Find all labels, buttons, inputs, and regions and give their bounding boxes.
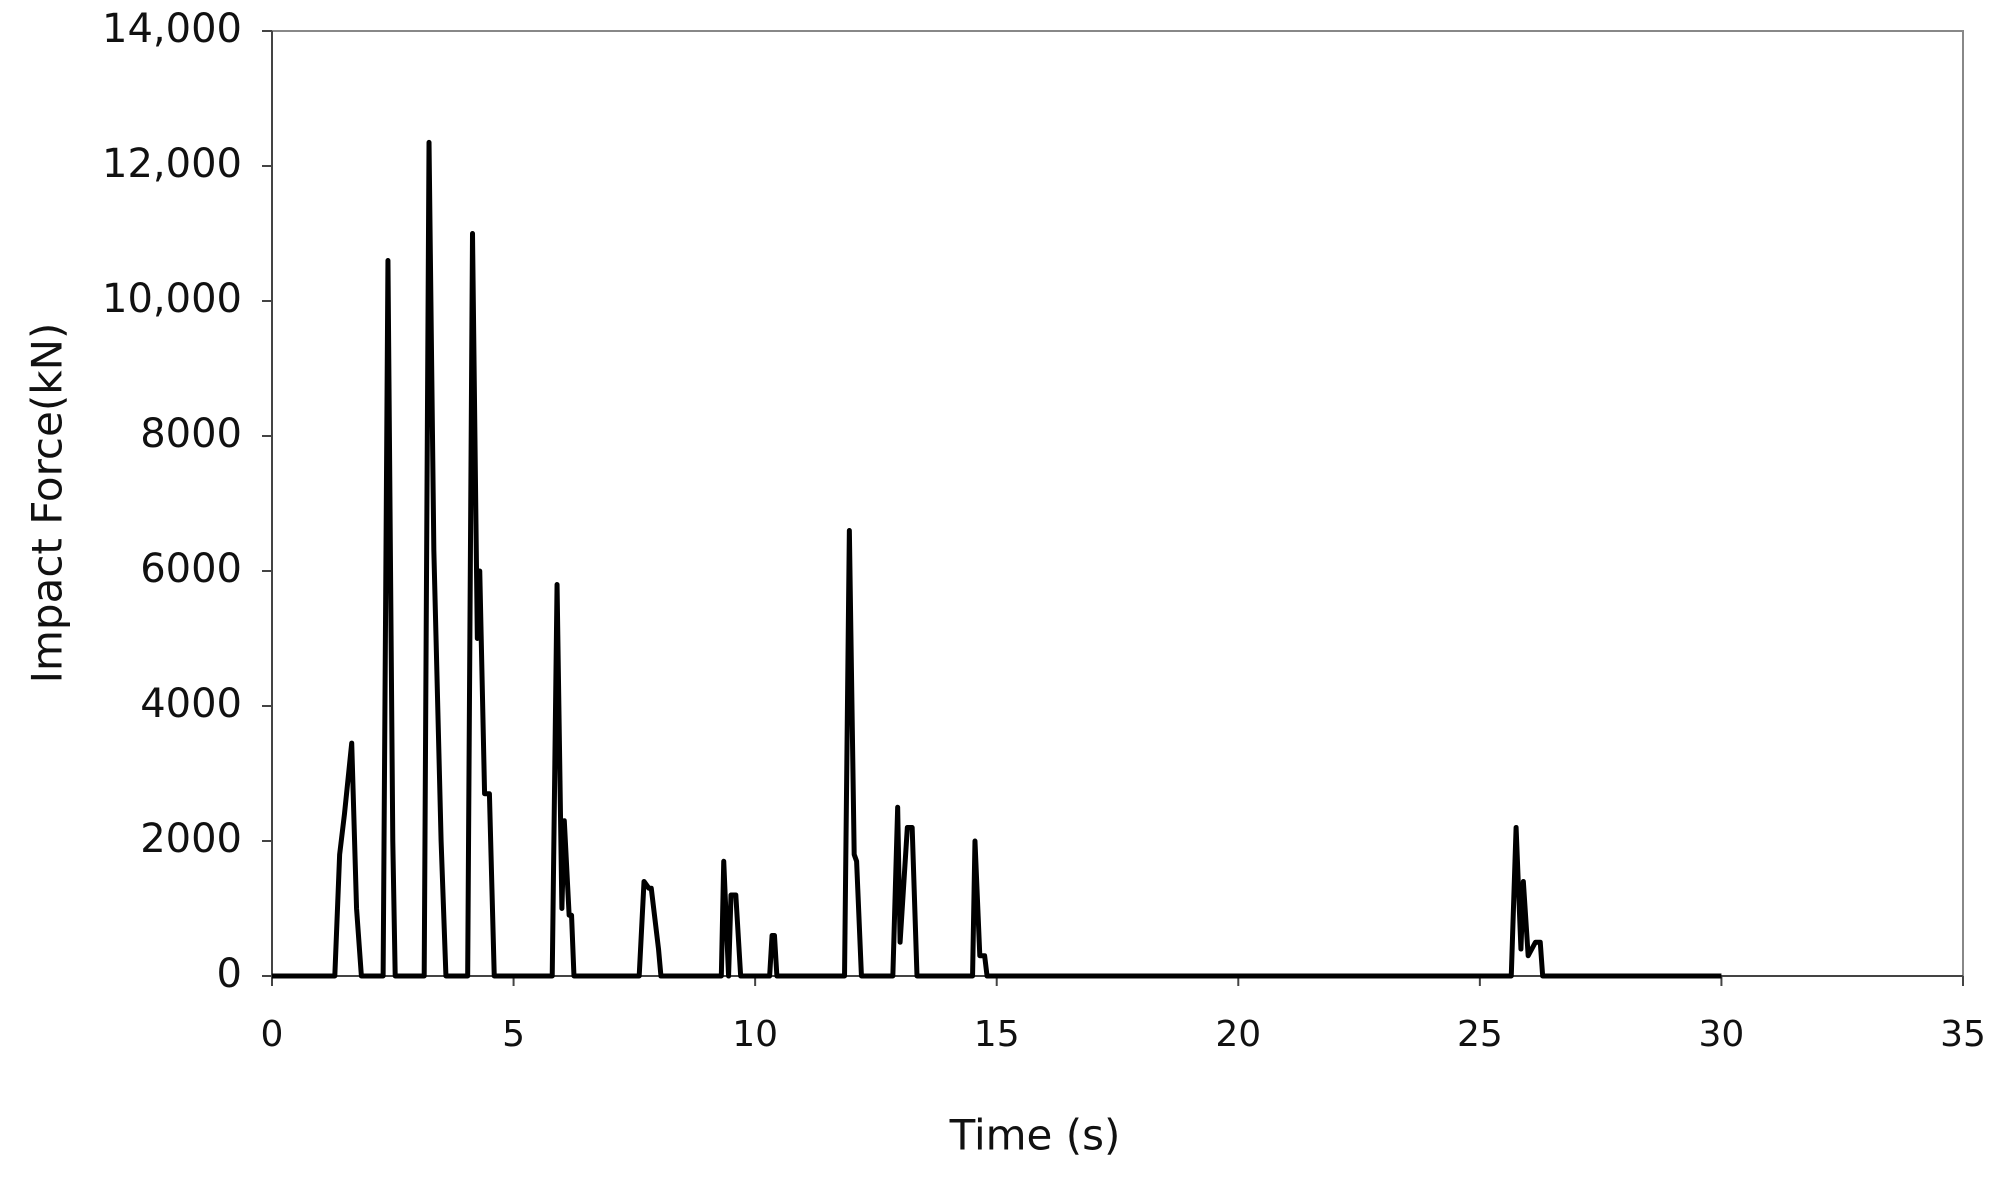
y-tick-label: 8000 [140,411,242,457]
y-tick-label: 12,000 [102,141,242,187]
data-line [272,139,1722,979]
x-tick-label: 35 [1940,1014,1986,1055]
x-tick-label: 0 [261,1014,284,1055]
x-axis-title: Time (s) [949,1111,1121,1160]
y-tick-label: 0 [217,951,242,997]
x-tick-label: 30 [1699,1014,1745,1055]
x-tick-label: 25 [1457,1014,1503,1055]
y-tick-label: 2000 [140,816,242,862]
x-tick-label: 10 [732,1014,778,1055]
y-tick-label: 10,000 [102,276,242,322]
x-tick-label: 15 [974,1014,1020,1055]
y-tick-label: 4000 [140,681,242,727]
x-tick-label: 5 [502,1014,525,1055]
x-tick-label: 20 [1215,1014,1261,1055]
plot-frame [271,30,1964,977]
y-axis-title: Impact Force(kN) [23,323,72,684]
y-tick-label: 14,000 [102,6,242,52]
y-tick-label: 6000 [140,546,242,592]
